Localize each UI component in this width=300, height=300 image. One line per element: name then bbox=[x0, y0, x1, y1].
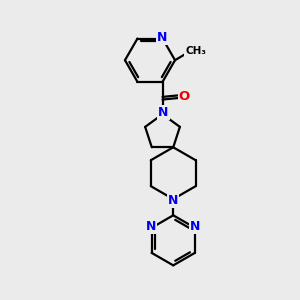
Text: N: N bbox=[168, 194, 178, 207]
Text: CH₃: CH₃ bbox=[185, 46, 206, 56]
Text: N: N bbox=[158, 106, 169, 119]
Text: N: N bbox=[190, 220, 201, 233]
Text: O: O bbox=[179, 90, 190, 104]
Text: N: N bbox=[157, 31, 168, 44]
Text: N: N bbox=[146, 220, 156, 233]
